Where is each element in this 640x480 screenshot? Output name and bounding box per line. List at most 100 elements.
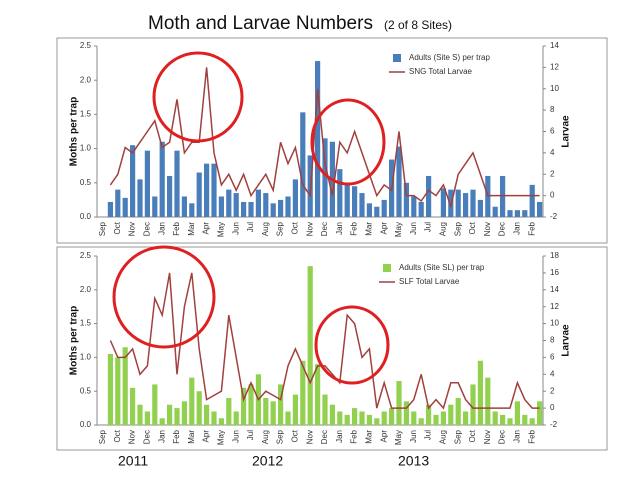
bar [514, 210, 520, 217]
bar [440, 411, 446, 425]
x-tick-label: Mar [365, 222, 374, 236]
bar [440, 188, 446, 217]
bar [218, 418, 224, 425]
y-axis-title: Moths per trap [69, 306, 80, 375]
bar [300, 112, 306, 217]
x-tick-label: Oct [468, 221, 477, 234]
bar [122, 347, 128, 425]
bar [307, 266, 313, 425]
x-tick-label: Jul [424, 430, 433, 440]
bar [137, 179, 143, 217]
y2-tick-label: 8 [550, 105, 555, 114]
bar [522, 210, 528, 217]
y2-tick-label: 12 [550, 62, 559, 71]
legend-label: Adults (Site SL) per trap [399, 263, 485, 272]
x-tick-label: Dec [498, 430, 507, 444]
x-tick-label: Nov [483, 430, 492, 444]
bar [189, 203, 195, 217]
x-tick-label: Apr [202, 222, 211, 235]
y-tick-label: 2.5 [80, 41, 92, 50]
y-tick-label: 0.5 [80, 386, 92, 395]
x-tick-label: Feb [527, 429, 536, 443]
x-tick-label: Feb [350, 429, 359, 443]
bar [477, 199, 483, 217]
bar [130, 387, 136, 425]
bar [396, 146, 402, 217]
y-axis-title: Moths per trap [69, 97, 80, 166]
bar [381, 199, 387, 217]
bar [263, 193, 269, 217]
x-tick-label: Aug [261, 430, 270, 444]
bar [537, 201, 543, 217]
x-tick-label: Jul [246, 222, 255, 232]
bar [255, 189, 261, 217]
bar [322, 394, 328, 425]
bar [181, 196, 187, 217]
x-tick-label: Jun [231, 222, 240, 235]
y-tick-label: 1.5 [80, 110, 92, 119]
line [109, 67, 540, 210]
y2-tick-label: 4 [550, 148, 555, 157]
x-tick-label: Dec [143, 430, 152, 444]
y2-tick-label: 6 [550, 353, 555, 362]
bar [477, 360, 483, 425]
x-tick-label: May [217, 222, 226, 237]
x-tick-label: Oct [113, 221, 122, 234]
bar [315, 364, 321, 425]
bar [233, 193, 239, 217]
highlight-circle [314, 305, 390, 385]
bar [514, 401, 520, 425]
bar [263, 397, 269, 425]
x-tick-label: Dec [320, 430, 329, 444]
y2-tick-label: 12 [550, 302, 559, 311]
bar [144, 150, 150, 217]
x-tick-label: May [217, 430, 226, 445]
bar [300, 360, 306, 425]
y2-tick-label: 0 [550, 403, 555, 412]
bar [403, 182, 409, 217]
x-tick-label: Aug [261, 222, 270, 236]
bar [352, 186, 358, 217]
bar [204, 163, 210, 217]
y2-axis-title: Larvae [561, 324, 572, 357]
y-tick-label: 1.5 [80, 319, 92, 328]
bar [241, 201, 247, 217]
y-tick-label: 2.0 [80, 75, 92, 84]
bar [107, 201, 113, 217]
bar [144, 411, 150, 425]
y-tick-label: 2.5 [80, 251, 92, 260]
y2-tick-label: 14 [550, 285, 559, 294]
bar [167, 404, 173, 425]
legend-swatch [393, 54, 401, 62]
bar [226, 189, 232, 217]
bar [366, 414, 372, 425]
bar [389, 408, 395, 425]
bar [152, 196, 158, 217]
bar [159, 418, 165, 425]
legend-label: SLF Total Larvae [399, 277, 460, 286]
bar [352, 408, 358, 425]
x-tick-label: Dec [320, 222, 329, 236]
bar [470, 189, 476, 217]
annotations [112, 51, 390, 385]
bar [152, 384, 158, 425]
bar [433, 414, 439, 425]
x-tick-label: Jul [424, 222, 433, 232]
bar [248, 384, 254, 425]
bar [337, 169, 343, 217]
bar [211, 411, 217, 425]
bar [278, 199, 284, 217]
highlight-circle [152, 51, 244, 143]
bar [507, 418, 513, 425]
y2-axis-title: Larvae [561, 115, 572, 148]
y2-tick-label: 2 [550, 386, 555, 395]
bar [285, 411, 291, 425]
bar [270, 203, 276, 217]
x-tick-label: Nov [128, 222, 137, 236]
x-tick-label: Aug [439, 430, 448, 444]
x-tick-label: Mar [187, 222, 196, 236]
bar [167, 175, 173, 217]
x-tick-label: Dec [498, 222, 507, 236]
bar [344, 182, 350, 217]
bar [292, 179, 298, 217]
